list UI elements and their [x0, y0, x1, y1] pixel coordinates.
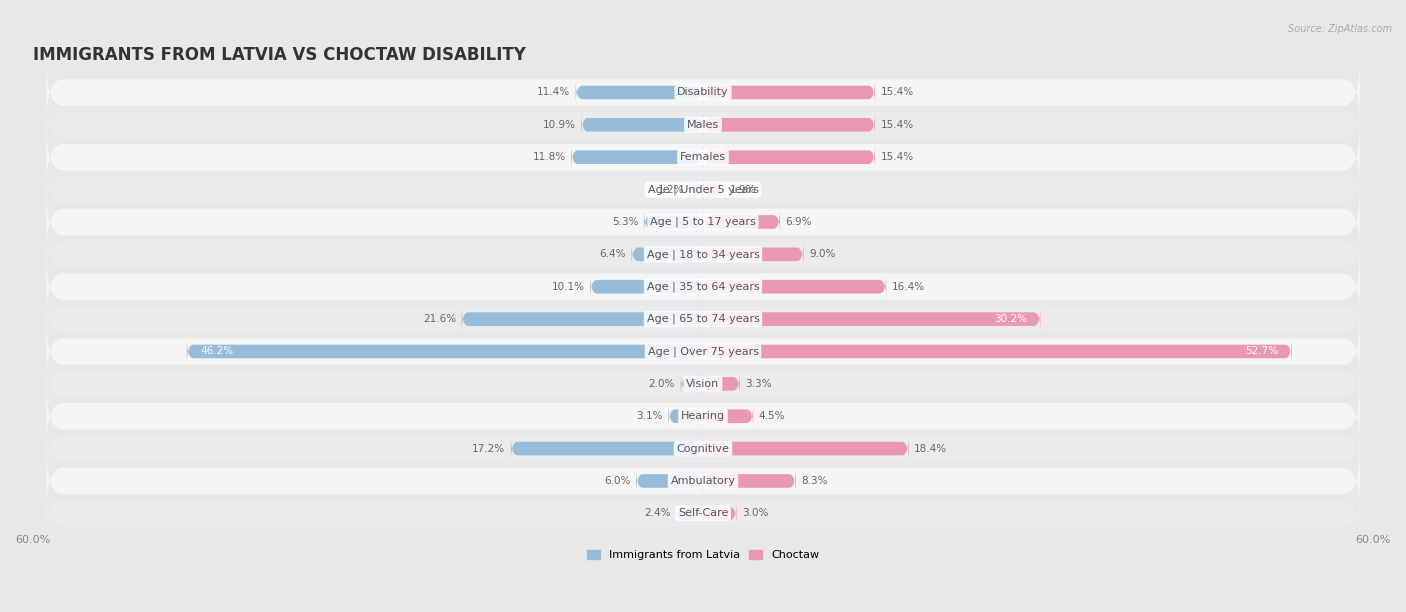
Text: 21.6%: 21.6% [423, 314, 456, 324]
FancyBboxPatch shape [676, 501, 703, 526]
FancyBboxPatch shape [46, 478, 1360, 548]
FancyBboxPatch shape [46, 219, 1360, 289]
FancyBboxPatch shape [703, 307, 1040, 332]
Text: IMMIGRANTS FROM LATVIA VS CHOCTAW DISABILITY: IMMIGRANTS FROM LATVIA VS CHOCTAW DISABI… [32, 46, 526, 64]
FancyBboxPatch shape [681, 371, 703, 397]
FancyBboxPatch shape [703, 242, 804, 267]
FancyBboxPatch shape [631, 242, 703, 267]
Text: Ambulatory: Ambulatory [671, 476, 735, 486]
FancyBboxPatch shape [46, 122, 1360, 193]
Text: Age | Under 5 years: Age | Under 5 years [648, 184, 758, 195]
Text: 2.0%: 2.0% [648, 379, 675, 389]
Text: Vision: Vision [686, 379, 720, 389]
FancyBboxPatch shape [703, 371, 740, 397]
Text: Females: Females [681, 152, 725, 162]
FancyBboxPatch shape [46, 187, 1360, 257]
Text: 52.7%: 52.7% [1246, 346, 1278, 356]
FancyBboxPatch shape [703, 144, 875, 170]
FancyBboxPatch shape [46, 413, 1360, 484]
Text: Cognitive: Cognitive [676, 444, 730, 453]
Text: Disability: Disability [678, 88, 728, 97]
FancyBboxPatch shape [461, 307, 703, 332]
FancyBboxPatch shape [46, 381, 1360, 452]
FancyBboxPatch shape [571, 144, 703, 170]
FancyBboxPatch shape [636, 468, 703, 494]
FancyBboxPatch shape [46, 316, 1360, 387]
Text: 11.4%: 11.4% [537, 88, 569, 97]
Text: 2.4%: 2.4% [644, 509, 671, 518]
FancyBboxPatch shape [591, 274, 703, 299]
FancyBboxPatch shape [703, 403, 754, 429]
Text: 3.1%: 3.1% [637, 411, 662, 421]
Text: Self-Care: Self-Care [678, 509, 728, 518]
Text: 6.9%: 6.9% [786, 217, 813, 227]
Text: Age | 65 to 74 years: Age | 65 to 74 years [647, 314, 759, 324]
Text: Age | 35 to 64 years: Age | 35 to 64 years [647, 282, 759, 292]
FancyBboxPatch shape [703, 339, 1292, 364]
FancyBboxPatch shape [703, 501, 737, 526]
Text: 10.1%: 10.1% [551, 282, 585, 292]
Text: 15.4%: 15.4% [880, 88, 914, 97]
Text: 3.3%: 3.3% [745, 379, 772, 389]
Text: 5.3%: 5.3% [612, 217, 638, 227]
Text: 18.4%: 18.4% [914, 444, 948, 453]
Text: 46.2%: 46.2% [200, 346, 233, 356]
FancyBboxPatch shape [46, 446, 1360, 517]
Text: 15.4%: 15.4% [880, 152, 914, 162]
Text: 17.2%: 17.2% [472, 444, 505, 453]
FancyBboxPatch shape [703, 209, 780, 234]
FancyBboxPatch shape [689, 177, 703, 202]
FancyBboxPatch shape [703, 112, 875, 138]
Text: Source: ZipAtlas.com: Source: ZipAtlas.com [1288, 24, 1392, 34]
Text: 11.8%: 11.8% [533, 152, 565, 162]
Legend: Immigrants from Latvia, Choctaw: Immigrants from Latvia, Choctaw [582, 545, 824, 565]
Text: 10.9%: 10.9% [543, 120, 575, 130]
FancyBboxPatch shape [581, 112, 703, 138]
FancyBboxPatch shape [703, 468, 796, 494]
FancyBboxPatch shape [668, 403, 703, 429]
Text: Age | 5 to 17 years: Age | 5 to 17 years [650, 217, 756, 227]
FancyBboxPatch shape [46, 57, 1360, 128]
FancyBboxPatch shape [46, 349, 1360, 419]
FancyBboxPatch shape [703, 80, 875, 105]
Text: 4.5%: 4.5% [759, 411, 786, 421]
Text: 1.9%: 1.9% [730, 185, 756, 195]
Text: 3.0%: 3.0% [742, 509, 769, 518]
FancyBboxPatch shape [510, 436, 703, 461]
Text: 1.2%: 1.2% [658, 185, 683, 195]
Text: 8.3%: 8.3% [801, 476, 828, 486]
Text: Hearing: Hearing [681, 411, 725, 421]
Text: Age | 18 to 34 years: Age | 18 to 34 years [647, 249, 759, 259]
Text: 6.4%: 6.4% [599, 249, 626, 259]
FancyBboxPatch shape [46, 89, 1360, 160]
Text: 6.0%: 6.0% [605, 476, 630, 486]
FancyBboxPatch shape [46, 252, 1360, 322]
FancyBboxPatch shape [703, 177, 724, 202]
FancyBboxPatch shape [46, 154, 1360, 225]
FancyBboxPatch shape [187, 339, 703, 364]
Text: 16.4%: 16.4% [891, 282, 925, 292]
Text: 15.4%: 15.4% [880, 120, 914, 130]
Text: 30.2%: 30.2% [994, 314, 1026, 324]
FancyBboxPatch shape [575, 80, 703, 105]
FancyBboxPatch shape [703, 274, 886, 299]
Text: Males: Males [688, 120, 718, 130]
Text: 9.0%: 9.0% [808, 249, 835, 259]
FancyBboxPatch shape [644, 209, 703, 234]
FancyBboxPatch shape [703, 436, 908, 461]
Text: Age | Over 75 years: Age | Over 75 years [648, 346, 758, 357]
FancyBboxPatch shape [46, 284, 1360, 354]
